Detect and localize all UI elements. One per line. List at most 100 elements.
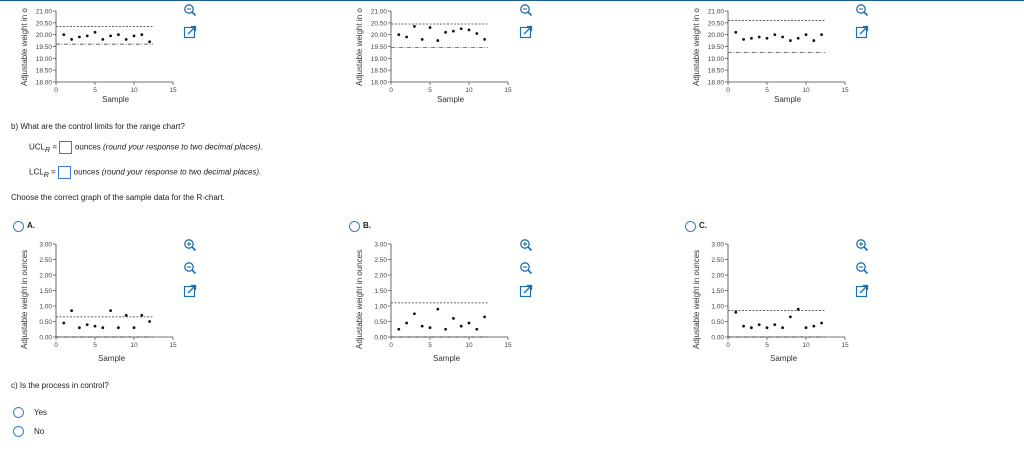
lcl-input[interactable] xyxy=(57,166,71,179)
zoom-out-icon[interactable] xyxy=(183,261,197,275)
popout-icon[interactable] xyxy=(519,284,533,298)
y-axis-title: Adjustable weight in o xyxy=(20,8,29,86)
x-tick-label: 5 xyxy=(428,342,432,349)
lcl-hint: (round your response to two decimal plac… xyxy=(101,167,262,177)
data-point xyxy=(483,315,486,319)
y-tick-label: 0.50 xyxy=(39,319,52,326)
data-point xyxy=(70,38,73,41)
question-b-prompt: b) What are the control limits for the r… xyxy=(11,122,185,131)
zoom-in-icon[interactable] xyxy=(855,238,869,252)
option-b-radio[interactable] xyxy=(349,221,360,232)
data-point xyxy=(93,324,97,328)
data-point xyxy=(789,315,792,319)
option-c-radio[interactable] xyxy=(685,221,696,232)
y-axis-title: Adjustable weight in ounces xyxy=(20,249,29,349)
x-tick-label: 10 xyxy=(130,87,138,94)
zoom-out-icon[interactable] xyxy=(519,261,533,275)
data-point xyxy=(812,324,816,328)
top-chart-1: Adjustable weight in o 21.00 20.50 20.00 19… xyxy=(18,6,183,104)
x-tick-label: 5 xyxy=(428,87,432,94)
option-b-label[interactable]: B. xyxy=(363,221,371,230)
data-point xyxy=(109,309,112,313)
popout-icon[interactable] xyxy=(183,25,197,39)
data-point xyxy=(742,324,745,328)
ucl-row: UCLR = ounces (round your response to two… xyxy=(29,141,263,154)
data-point xyxy=(796,307,800,311)
option-a-radio[interactable] xyxy=(13,221,24,232)
x-axis-title: Sample xyxy=(98,354,126,363)
x-tick-label: 15 xyxy=(504,342,512,349)
x-tick-label: 5 xyxy=(93,342,97,349)
zoom-in-icon[interactable] xyxy=(183,238,197,252)
data-point xyxy=(117,33,120,37)
popout-icon[interactable] xyxy=(855,25,869,39)
data-point xyxy=(78,326,81,330)
y-tick-label: 0.50 xyxy=(374,319,387,326)
ucl-input[interactable] xyxy=(58,141,72,154)
x-tick-label: 10 xyxy=(465,87,473,94)
yes-radio[interactable] xyxy=(13,407,24,418)
y-tick-label: 2.00 xyxy=(711,273,724,280)
popout-icon[interactable] xyxy=(855,284,869,298)
y-axis-title: Adjustable weight in o xyxy=(355,8,364,86)
y-axis-title: Adjustable weight in ounces xyxy=(692,249,701,349)
choose-graph-text: Choose the correct graph of the sample d… xyxy=(11,193,225,202)
zoom-out-icon[interactable] xyxy=(519,3,533,17)
data-point xyxy=(459,324,463,328)
data-point xyxy=(750,326,753,330)
x-axis-title: Sample xyxy=(102,95,130,104)
option-a-label[interactable]: A. xyxy=(27,221,35,230)
data-point xyxy=(820,33,823,37)
no-label[interactable]: No xyxy=(34,427,45,436)
zoom-out-icon[interactable] xyxy=(855,261,869,275)
data-point xyxy=(734,30,738,34)
data-point xyxy=(444,327,447,331)
y-tick-label: 19.50 xyxy=(36,44,53,51)
data-point xyxy=(781,326,784,330)
option-c-label[interactable]: C. xyxy=(699,221,707,230)
data-point xyxy=(132,326,136,330)
data-point xyxy=(444,30,447,34)
y-tick-label: 20.50 xyxy=(371,20,388,27)
data-point xyxy=(420,38,424,41)
popout-icon[interactable] xyxy=(519,25,533,39)
option-a-chart: Adjustable weight in ounces 3.00 2.50 2.00… xyxy=(18,236,183,366)
x-axis-title: Sample xyxy=(770,354,798,363)
data-point xyxy=(789,39,792,42)
data-point xyxy=(820,321,823,325)
zoom-out-icon[interactable] xyxy=(855,3,869,17)
y-tick-label: 19.50 xyxy=(371,44,388,51)
zoom-out-icon[interactable] xyxy=(183,3,197,17)
ucl-subscript: R xyxy=(45,147,51,155)
y-tick-label: 18.00 xyxy=(371,80,388,87)
lcl-row: LCLR = ounces (round your response to two… xyxy=(29,166,261,179)
top-divider xyxy=(0,0,1024,1)
y-tick-label: 0.00 xyxy=(711,335,724,342)
data-point xyxy=(85,323,89,326)
data-point xyxy=(459,27,463,31)
y-tick-label: 18.00 xyxy=(708,80,725,87)
y-tick-label: 20.50 xyxy=(708,20,725,27)
data-point xyxy=(109,34,112,38)
ucl-unit: ounces xyxy=(74,142,101,152)
data-point xyxy=(428,326,432,330)
data-point xyxy=(796,36,800,40)
top-chart-3: Adjustable weight in o 21.00 20.50 20.00 19… xyxy=(690,6,855,104)
data-point xyxy=(734,310,738,314)
y-tick-label: 21.00 xyxy=(708,9,725,16)
y-axis-title: Adjustable weight in ounces xyxy=(355,249,364,349)
zoom-in-icon[interactable] xyxy=(519,238,533,252)
popout-icon[interactable] xyxy=(183,284,197,298)
data-point xyxy=(124,313,128,317)
data-point xyxy=(85,34,89,38)
no-radio[interactable] xyxy=(13,426,24,437)
x-tick-label: 0 xyxy=(54,342,58,349)
y-tick-label: 3.00 xyxy=(711,242,724,249)
x-tick-label: 10 xyxy=(465,342,473,349)
data-point xyxy=(757,323,761,326)
data-point xyxy=(397,33,401,37)
data-point xyxy=(773,323,777,326)
data-point xyxy=(773,33,777,37)
yes-label[interactable]: Yes xyxy=(34,408,48,417)
y-tick-label: 21.00 xyxy=(371,9,388,16)
